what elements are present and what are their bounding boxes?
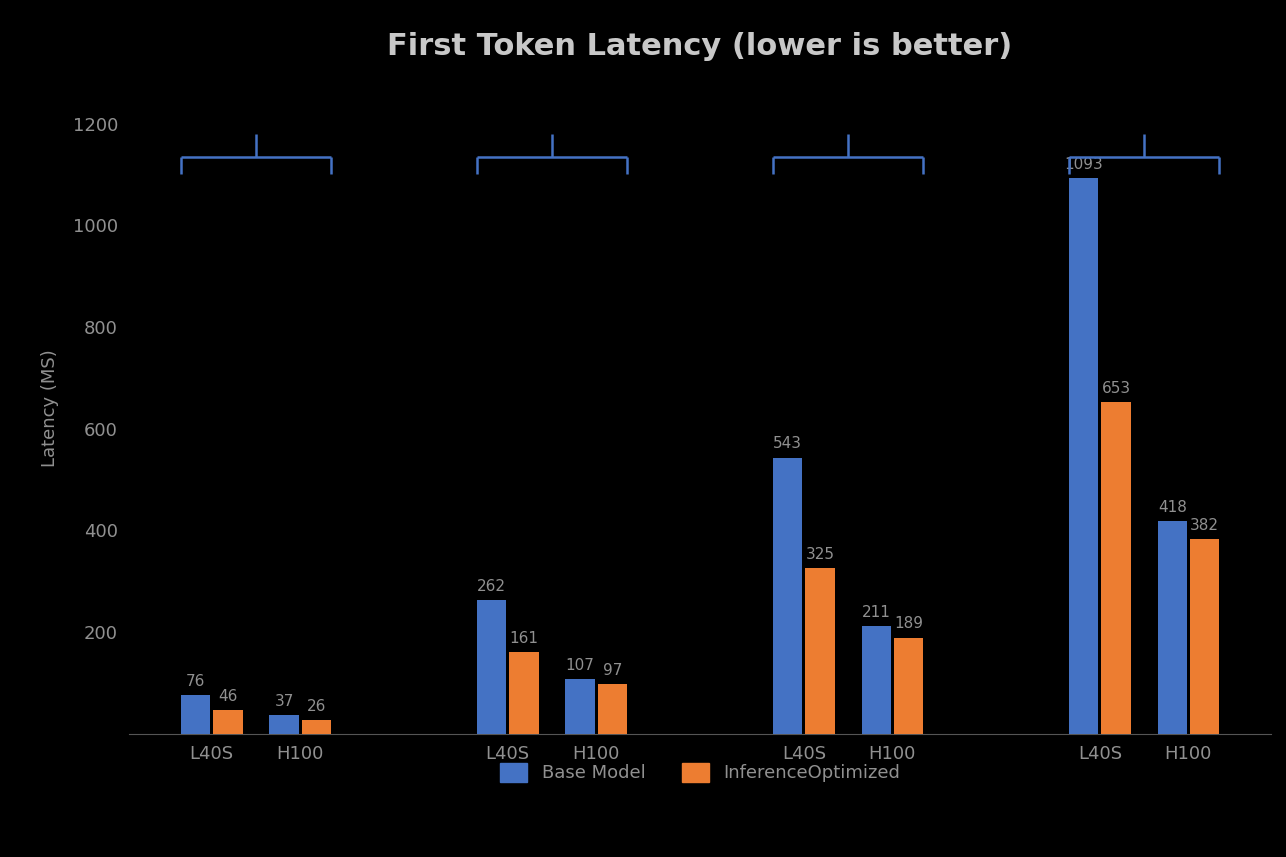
Bar <box>1157 521 1187 734</box>
Text: 161: 161 <box>509 631 539 645</box>
Bar <box>477 601 507 734</box>
Text: 97: 97 <box>603 663 622 678</box>
Bar <box>862 626 891 734</box>
Text: 37: 37 <box>274 693 293 709</box>
Text: 76: 76 <box>186 674 206 689</box>
Bar <box>1069 178 1098 734</box>
Legend: Base Model, InferenceOptimized: Base Model, InferenceOptimized <box>493 756 907 789</box>
Text: 418: 418 <box>1157 500 1187 515</box>
Text: 382: 382 <box>1190 518 1219 533</box>
Bar <box>1101 402 1130 734</box>
Text: 211: 211 <box>862 605 891 620</box>
Text: 262: 262 <box>477 579 507 594</box>
Bar <box>805 568 835 734</box>
Title: First Token Latency (lower is better): First Token Latency (lower is better) <box>387 33 1012 61</box>
Text: 1093: 1093 <box>1065 157 1103 172</box>
Bar <box>270 715 298 734</box>
Text: 189: 189 <box>894 616 923 632</box>
Bar <box>566 680 594 734</box>
Bar <box>773 458 802 734</box>
Bar <box>302 721 331 734</box>
Text: 325: 325 <box>805 548 835 562</box>
Bar <box>181 695 210 734</box>
Bar <box>1190 539 1219 734</box>
Bar <box>213 710 243 734</box>
Bar <box>598 684 628 734</box>
Text: 107: 107 <box>566 658 594 673</box>
Y-axis label: Latency (MS): Latency (MS) <box>41 350 59 467</box>
Text: 26: 26 <box>306 699 327 714</box>
Text: 46: 46 <box>219 689 238 704</box>
Text: 653: 653 <box>1102 381 1130 396</box>
Bar <box>894 638 923 734</box>
Text: 543: 543 <box>773 436 802 452</box>
Bar <box>509 652 539 734</box>
